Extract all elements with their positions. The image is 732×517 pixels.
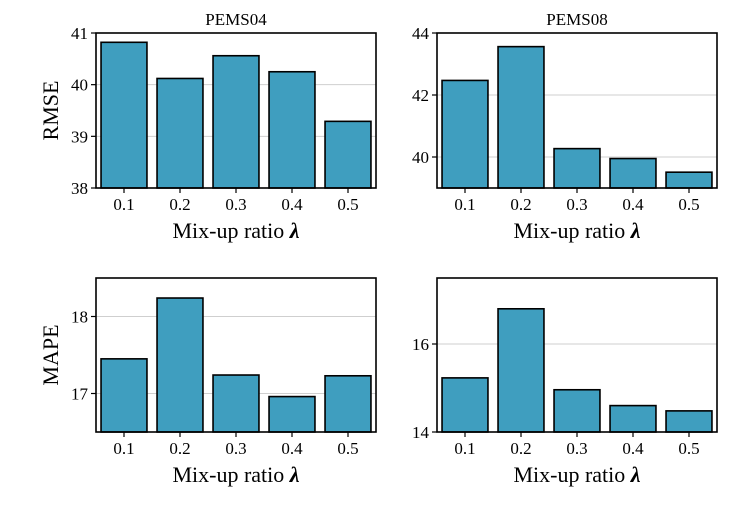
x-tick-label: 0.1: [113, 195, 134, 214]
x-tick-label: 0.1: [454, 195, 475, 214]
y-tick-label: 38: [71, 179, 88, 198]
bar-0.3: [553, 388, 601, 433]
x-axis-label: Mix-up ratio λ: [172, 462, 299, 487]
x-tick-label: 0.4: [622, 439, 644, 458]
x-tick-label: 0.5: [678, 195, 699, 214]
bar-0.2: [156, 77, 204, 189]
bar-0.1: [441, 79, 489, 189]
y-tick-label: 44: [412, 24, 430, 43]
lambda-symbol: λ: [630, 218, 641, 243]
x-tick-label: 0.2: [169, 195, 190, 214]
y-tick-label: 16: [412, 335, 429, 354]
bar-0.4: [268, 70, 316, 189]
bar-0.5: [324, 374, 372, 433]
x-tick-label: 0.1: [454, 439, 475, 458]
y-tick-label: 40: [412, 148, 429, 167]
x-tick-label: 0.2: [169, 439, 190, 458]
x-tick-label: 0.4: [281, 195, 303, 214]
bar-0.2: [156, 297, 204, 433]
bar-0.1: [100, 358, 148, 433]
lambda-symbol: λ: [289, 462, 300, 487]
x-axis-label: Mix-up ratio λ: [513, 218, 640, 243]
panel-title: PEMS08: [546, 10, 607, 29]
x-tick-label: 0.5: [678, 439, 699, 458]
bar-0.2: [497, 45, 545, 189]
x-tick-label: 0.5: [337, 195, 358, 214]
bar-0.1: [100, 41, 148, 189]
chart-panel-3: 17 18 0.1 0.2 0.3 0.4 0.5 Mix-up ratio λ MAPE: [38, 277, 377, 487]
x-tick-label: 0.2: [510, 195, 531, 214]
chart-panel-2: 40 42 44 0.1 0.2 0.3 0.4 0.5 Mix-up ratio λ PEMS0…: [412, 10, 718, 243]
x-axis-label: Mix-up ratio λ: [172, 218, 299, 243]
bar-0.3: [553, 147, 601, 189]
x-axis-label: Mix-up ratio λ: [513, 462, 640, 487]
x-tick-label: 0.4: [281, 439, 303, 458]
panel-title: PEMS04: [205, 10, 267, 29]
bar-0.3: [212, 374, 260, 433]
bar-0.5: [324, 120, 372, 189]
x-tick-label: 0.3: [566, 195, 587, 214]
x-tick-label: 0.3: [566, 439, 587, 458]
y-axis-label: MAPE: [38, 324, 63, 385]
chart-panel-1: 38 39 40 41 0.1 0.2 0.3 0.4 0.5 Mix-up ratio λ PEM…: [38, 10, 377, 243]
y-tick-label: 17: [71, 385, 89, 404]
bar-0.5: [665, 410, 713, 433]
lambda-symbol: λ: [289, 218, 300, 243]
x-axis-label-text: Mix-up ratio: [172, 462, 289, 487]
x-tick-label: 0.5: [337, 439, 358, 458]
x-axis-label-text: Mix-up ratio: [513, 218, 630, 243]
bar-0.3: [212, 54, 260, 189]
bar-0.5: [665, 171, 713, 189]
y-tick-label: 18: [71, 308, 88, 327]
chart-panel-4: 14 16 0.1 0.2 0.3 0.4 0.5 Mix-up ratio λ: [412, 277, 718, 487]
x-axis-label-text: Mix-up ratio: [172, 218, 289, 243]
bar-0.4: [609, 157, 657, 189]
x-tick-label: 0.1: [113, 439, 134, 458]
y-tick-label: 39: [71, 127, 88, 146]
x-tick-label: 0.3: [225, 195, 246, 214]
y-tick-label: 14: [412, 423, 430, 442]
y-tick-label: 40: [71, 76, 88, 95]
bar-0.4: [268, 395, 316, 433]
bar-0.4: [609, 404, 657, 433]
x-axis-label-text: Mix-up ratio: [513, 462, 630, 487]
x-tick-label: 0.3: [225, 439, 246, 458]
bar-0.2: [497, 307, 545, 433]
bar-0.1: [441, 377, 489, 433]
y-tick-label: 41: [71, 24, 88, 43]
lambda-symbol: λ: [630, 462, 641, 487]
y-tick-label: 42: [412, 86, 429, 105]
x-tick-label: 0.4: [622, 195, 644, 214]
x-tick-label: 0.2: [510, 439, 531, 458]
y-axis-label: RMSE: [38, 81, 63, 141]
